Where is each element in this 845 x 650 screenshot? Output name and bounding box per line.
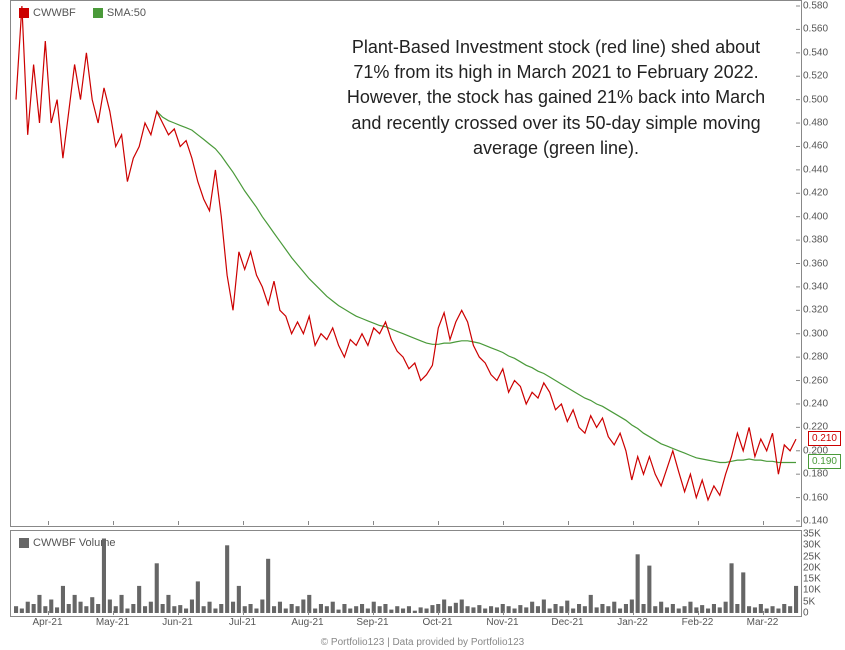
vol-y-tick-label: 25K bbox=[803, 551, 821, 562]
price-panel: CWWBF SMA:50 Plant-Based Investment stoc… bbox=[10, 0, 802, 527]
x-tick-label: Nov-21 bbox=[486, 617, 518, 628]
chart-container: CWWBF SMA:50 Plant-Based Investment stoc… bbox=[0, 0, 845, 650]
y-tick-label: 0.340 bbox=[803, 281, 828, 292]
price-last-badge: 0.210 bbox=[808, 431, 841, 446]
y-tick-label: 0.560 bbox=[803, 24, 828, 35]
y-tick-label: 0.300 bbox=[803, 328, 828, 339]
x-tick-label: Aug-21 bbox=[291, 617, 323, 628]
x-tick-label: Jul-21 bbox=[229, 617, 256, 628]
vol-y-tick-label: 15K bbox=[803, 574, 821, 585]
y-tick-label: 0.160 bbox=[803, 492, 828, 503]
y-tick-label: 0.180 bbox=[803, 469, 828, 480]
volume-y-axis: 35K30K25K20K15K10K5K0 bbox=[803, 531, 841, 616]
sma-last-badge: 0.190 bbox=[808, 454, 841, 469]
x-tick-label: Dec-21 bbox=[551, 617, 583, 628]
y-tick-label: 0.240 bbox=[803, 398, 828, 409]
x-tick-label: Jun-21 bbox=[162, 617, 193, 628]
y-tick-label: 0.520 bbox=[803, 71, 828, 82]
x-tick-label: Mar-22 bbox=[747, 617, 779, 628]
vol-y-tick-label: 20K bbox=[803, 562, 821, 573]
annotation-text: Plant-Based Investment stock (red line) … bbox=[346, 35, 766, 161]
x-tick-label: Oct-21 bbox=[422, 617, 452, 628]
price-last-value: 0.210 bbox=[812, 433, 837, 444]
y-tick-label: 0.380 bbox=[803, 235, 828, 246]
y-tick-label: 0.260 bbox=[803, 375, 828, 386]
y-tick-label: 0.360 bbox=[803, 258, 828, 269]
vol-y-tick-label: 10K bbox=[803, 585, 821, 596]
volume-chart bbox=[11, 531, 801, 616]
volume-panel: CWWBF Volume 35K30K25K20K15K10K5K0 bbox=[10, 530, 802, 617]
x-tick-label: Feb-22 bbox=[682, 617, 714, 628]
footer-attribution: © Portfolio123 | Data provided by Portfo… bbox=[0, 637, 845, 648]
y-tick-label: 0.580 bbox=[803, 0, 828, 11]
y-tick-label: 0.280 bbox=[803, 352, 828, 363]
x-tick-label: Sep-21 bbox=[356, 617, 388, 628]
vol-y-tick-label: 35K bbox=[803, 529, 821, 540]
y-tick-label: 0.420 bbox=[803, 188, 828, 199]
y-tick-label: 0.400 bbox=[803, 211, 828, 222]
vol-y-tick-label: 0 bbox=[803, 608, 809, 619]
y-tick-label: 0.500 bbox=[803, 94, 828, 105]
vol-y-tick-label: 30K bbox=[803, 540, 821, 551]
y-tick-label: 0.140 bbox=[803, 516, 828, 527]
y-tick-label: 0.460 bbox=[803, 141, 828, 152]
vol-y-tick-label: 5K bbox=[803, 596, 815, 607]
y-tick-label: 0.540 bbox=[803, 47, 828, 58]
x-tick-label: Jan-22 bbox=[617, 617, 648, 628]
x-tick-label: Apr-21 bbox=[32, 617, 62, 628]
y-tick-label: 0.320 bbox=[803, 305, 828, 316]
sma-last-value: 0.190 bbox=[812, 456, 837, 467]
price-y-axis: 0.580 0.560 0.540 0.520 0.500 0.480 0.460 0.440… bbox=[803, 1, 841, 526]
x-tick-label: May-21 bbox=[96, 617, 129, 628]
y-tick-label: 0.480 bbox=[803, 118, 828, 129]
y-tick-label: 0.440 bbox=[803, 164, 828, 175]
